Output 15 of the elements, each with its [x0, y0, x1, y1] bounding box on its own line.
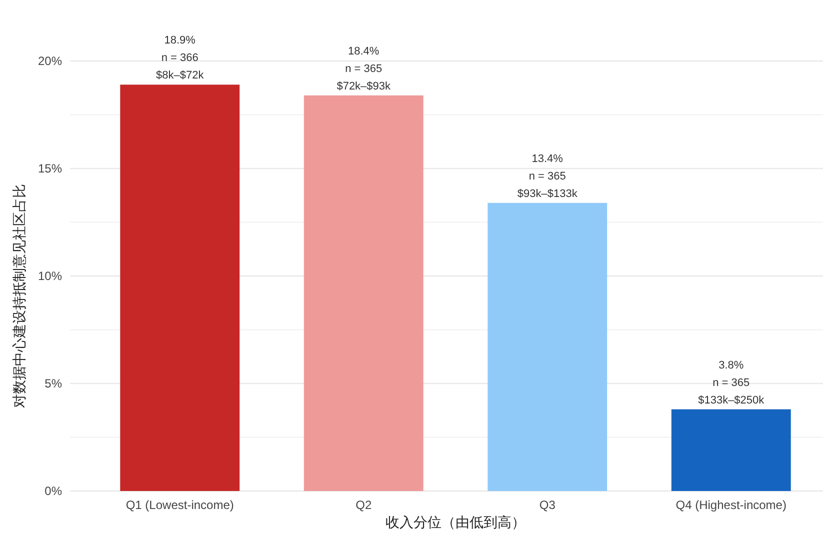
y-tick-label: 0% — [44, 484, 62, 498]
data-label: 3.8% n = 365 $133k–$250k — [698, 359, 765, 406]
data-label: 13.4% n = 365 $93k–$133k — [517, 152, 578, 200]
data-label: 18.4% n = 365 $72k–$93k — [336, 45, 392, 92]
x-tick-label: Q3 — [539, 498, 556, 512]
x-axis-title: 收入分位（由低到高） — [386, 515, 526, 531]
x-tick-label: Q4 (Highest-income) — [676, 498, 786, 512]
x-tick-label: Q2 — [356, 498, 372, 512]
data-label: 18.9% n = 366 $8k–$72k — [156, 34, 204, 82]
y-axis-title: 对数据中心建设持抵制意见社区占比 — [12, 184, 28, 408]
y-tick-label: 10% — [38, 269, 62, 283]
y-tick-label: 20% — [38, 54, 62, 68]
x-tick-label: Q1 (Lowest-income) — [126, 498, 234, 512]
y-tick-label: 5% — [44, 376, 62, 390]
y-tick-label: 15% — [38, 162, 62, 176]
